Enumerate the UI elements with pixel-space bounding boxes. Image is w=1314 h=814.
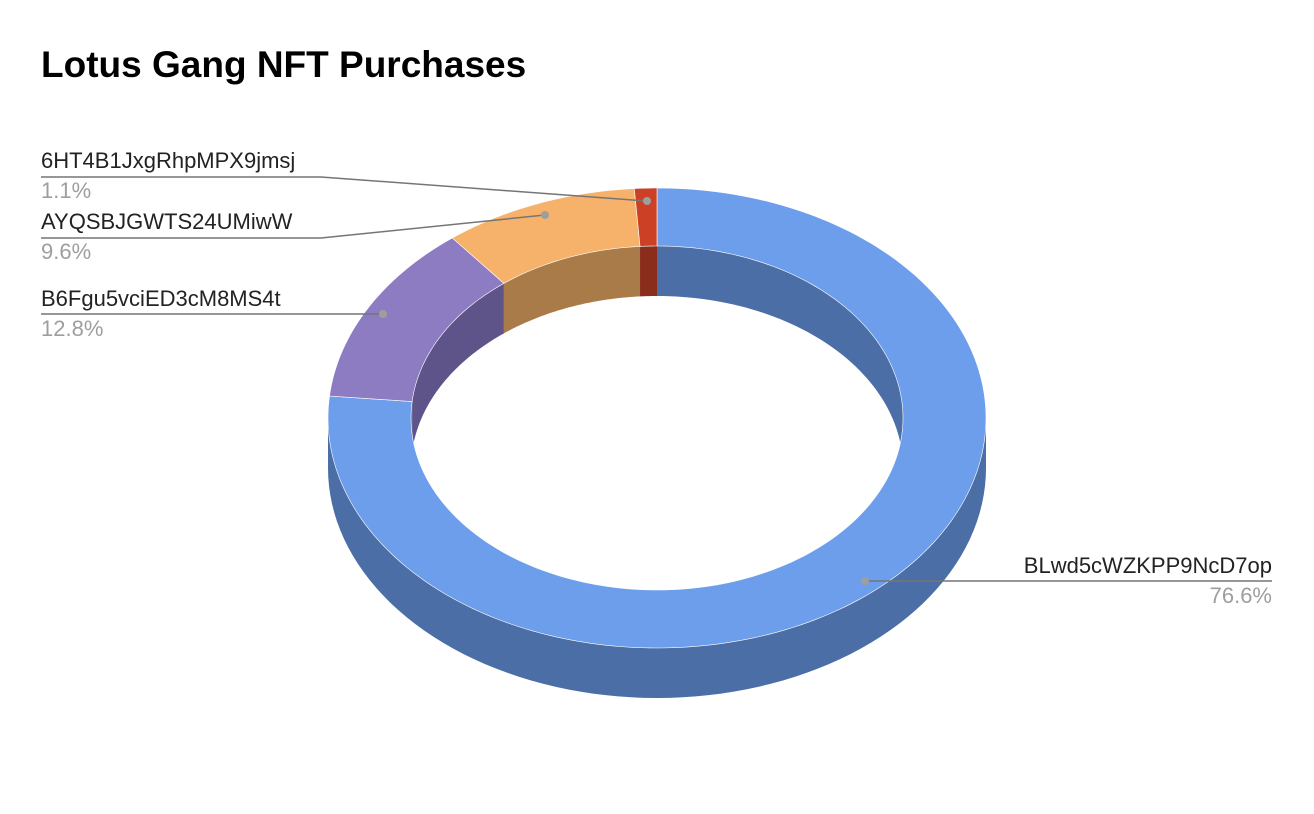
- slice-labels: BLwd5cWZKPP9NcD7op 76.6% B6Fgu5vciED3cM8MS…: [41, 148, 1272, 608]
- slice-top-3: [633, 187, 658, 247]
- slice-value-label-2: 9.6%: [41, 239, 91, 264]
- leader-line-2: [41, 214, 546, 239]
- slice-outer-wall-0: [328, 418, 986, 698]
- slice-label-0: BLwd5cWZKPP9NcD7op: [1024, 553, 1272, 578]
- slice-value-label-0: 76.6%: [1210, 583, 1272, 608]
- slice-inner-wall-2-1: [503, 246, 641, 334]
- slice-label-1: B6Fgu5vciED3cM8MS4t: [41, 286, 281, 311]
- chart-title: Lotus Gang NFT Purchases: [41, 44, 527, 85]
- slice-value-label-3: 1.1%: [41, 178, 91, 203]
- leader-dot-3: [643, 197, 651, 205]
- leader-line-3: [41, 176, 648, 202]
- slice-tops: [327, 187, 987, 649]
- slice-inner-wall-0-0: [657, 246, 903, 468]
- leader-dot-0: [861, 577, 869, 585]
- leader-dot-2: [541, 211, 549, 219]
- leader-lines: [41, 176, 1272, 585]
- slice-sides: [328, 246, 986, 698]
- slice-label-2: AYQSBJGWTS24UMiwW: [41, 209, 293, 234]
- slice-inner-wall-3-1: [640, 246, 657, 297]
- slice-label-3: 6HT4B1JxgRhpMPX9jmsj: [41, 148, 295, 173]
- slice-inner-wall-1-1: [412, 283, 504, 452]
- slice-value-label-1: 12.8%: [41, 316, 103, 341]
- leader-dot-1: [379, 310, 387, 318]
